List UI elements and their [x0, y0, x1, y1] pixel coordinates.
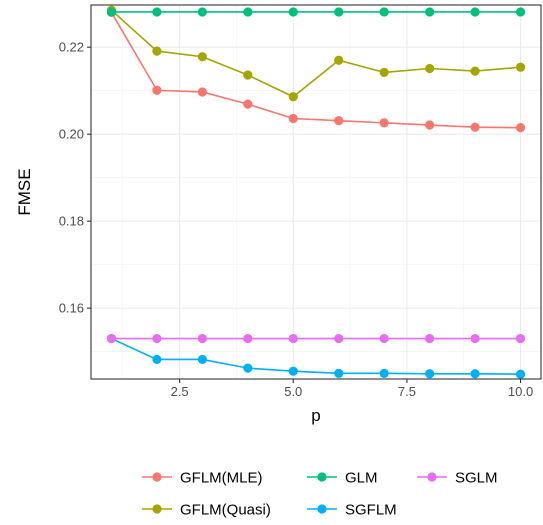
y-tick-label: 0.20 [59, 127, 84, 142]
data-point-sgflm [425, 369, 435, 379]
data-point-sglm [334, 333, 344, 344]
data-point-glm [152, 7, 162, 17]
legend-label-gflm-quasi: GFLM(Quasi) [180, 502, 271, 519]
data-point-gflm-mle [197, 87, 207, 97]
data-point-glm [515, 7, 526, 17]
data-point-gflm-quasi [470, 66, 480, 76]
data-point-glm [425, 7, 435, 17]
x-tick-label: 5.0 [284, 384, 302, 399]
legend-label-sglm: SGLM [455, 470, 498, 487]
data-point-gflm-mle [243, 99, 253, 109]
legend-marker-gflm-quasi [152, 504, 162, 514]
data-point-gflm-quasi [379, 67, 389, 78]
data-point-gflm-mle [379, 118, 389, 128]
data-point-sglm [515, 333, 526, 344]
legend-marker-gflm-mle [152, 472, 162, 482]
data-point-sglm [288, 333, 298, 344]
data-point-gflm-quasi [334, 55, 344, 65]
x-tick-label: 7.5 [398, 384, 416, 399]
legend-marker-glm [317, 472, 327, 482]
series-line-gflm-mle [110, 11, 521, 129]
data-point-gflm-quasi [197, 52, 207, 62]
data-point-gflm-mle [515, 123, 526, 133]
data-point-gflm-mle [470, 122, 480, 132]
legend-marker-sgflm [317, 504, 327, 514]
data-point-sgflm [288, 366, 298, 376]
data-point-glm [288, 7, 298, 17]
data-point-sglm [425, 333, 435, 344]
data-point-gflm-mle [152, 85, 162, 95]
data-point-sgflm [152, 354, 162, 365]
legend-label-glm: GLM [345, 470, 378, 487]
data-point-gflm-quasi [515, 62, 526, 72]
x-axis-title: p [311, 406, 320, 425]
x-tick-label: 2.5 [171, 384, 189, 399]
data-point-sgflm [197, 354, 207, 365]
data-point-glm [243, 7, 253, 17]
panel-background [91, 5, 541, 379]
data-point-sglm [152, 333, 162, 344]
data-point-glm [106, 7, 117, 17]
y-tick-label: 0.18 [59, 214, 84, 229]
series-line-gflm-quasi [110, 9, 521, 98]
series-layer [106, 5, 526, 379]
data-point-glm [197, 7, 207, 17]
data-point-gflm-mle [425, 120, 435, 130]
axes: 2.5 5.0 7.5 10.0 0.16 0.18 0.20 0.22 [59, 40, 534, 399]
data-point-sgflm [515, 369, 526, 379]
legend-label-gflm-mle: GFLM(MLE) [180, 470, 263, 487]
data-point-sglm [106, 333, 117, 344]
data-point-sglm [470, 333, 480, 344]
data-point-gflm-mle [288, 113, 298, 124]
data-point-sglm [379, 333, 389, 344]
data-point-sglm [243, 333, 253, 344]
data-point-gflm-quasi [425, 63, 435, 74]
y-tick-label: 0.22 [59, 40, 84, 55]
legend-label-sgflm: SGFLM [345, 502, 397, 519]
data-point-gflm-quasi [243, 70, 253, 80]
series-line-sgflm [111, 337, 521, 376]
data-point-sgflm [334, 368, 344, 378]
legend-marker-sglm [427, 472, 437, 482]
data-point-sgflm [379, 368, 389, 378]
data-point-glm [334, 7, 344, 17]
x-tick-label: 10.0 [508, 384, 533, 399]
y-axis-title: FMSE [15, 168, 34, 215]
data-point-sgflm [243, 363, 253, 373]
data-point-gflm-mle [334, 116, 344, 126]
data-point-sgflm [470, 369, 480, 379]
y-tick-label: 0.16 [59, 301, 84, 316]
data-point-sglm [197, 333, 207, 344]
data-point-glm [470, 7, 480, 17]
panel-border [90, 4, 542, 380]
data-point-gflm-quasi [288, 92, 298, 102]
data-point-gflm-quasi [152, 46, 162, 56]
data-point-glm [379, 7, 389, 17]
legend: GFLM(MLE) GLM SGLM GFLM(Quasi) SGFLM [142, 470, 498, 519]
